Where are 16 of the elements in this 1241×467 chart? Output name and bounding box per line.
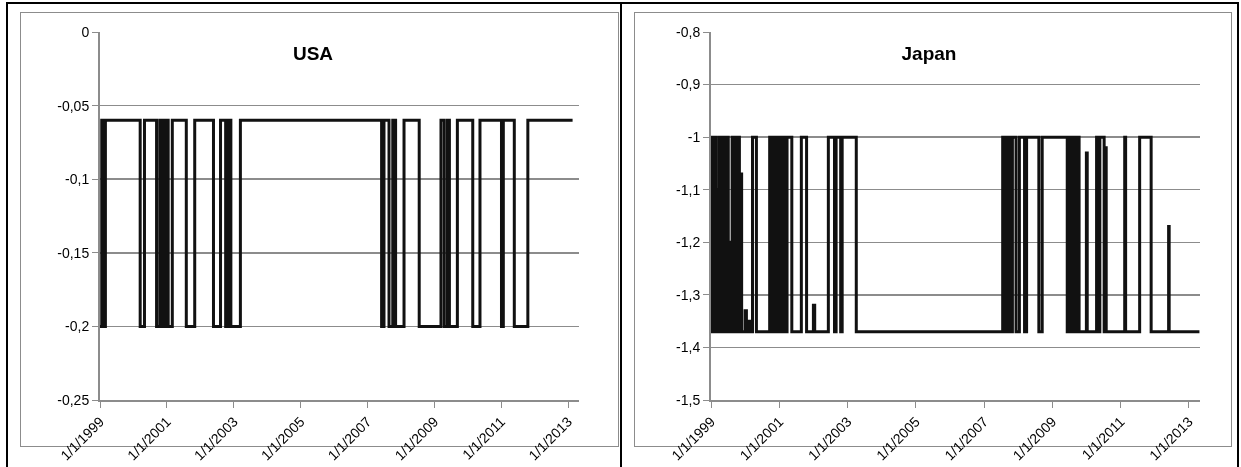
y-tick-label: -0,05 [57,97,90,114]
y-tick-label: -0,2 [65,318,90,335]
y-tick-label: -1,2 [676,234,701,251]
y-tick-label: -1,4 [676,339,701,356]
y-tick-label: 0 [81,23,90,40]
y-tick-label: -1,1 [676,181,701,198]
y-tick-label: -1,3 [676,286,701,303]
text: Japan [901,43,957,65]
y-tick-label: -0,15 [57,244,90,261]
y-tick-label: -0,9 [676,76,701,93]
y-tick-label: -0,25 [57,391,90,408]
text: USA [292,43,334,65]
y-tick-label: -1,5 [676,391,701,408]
y-tick-label: -0,1 [65,171,90,188]
y-tick-label: -1 [687,129,701,146]
y-tick-label: -0,8 [676,23,701,40]
